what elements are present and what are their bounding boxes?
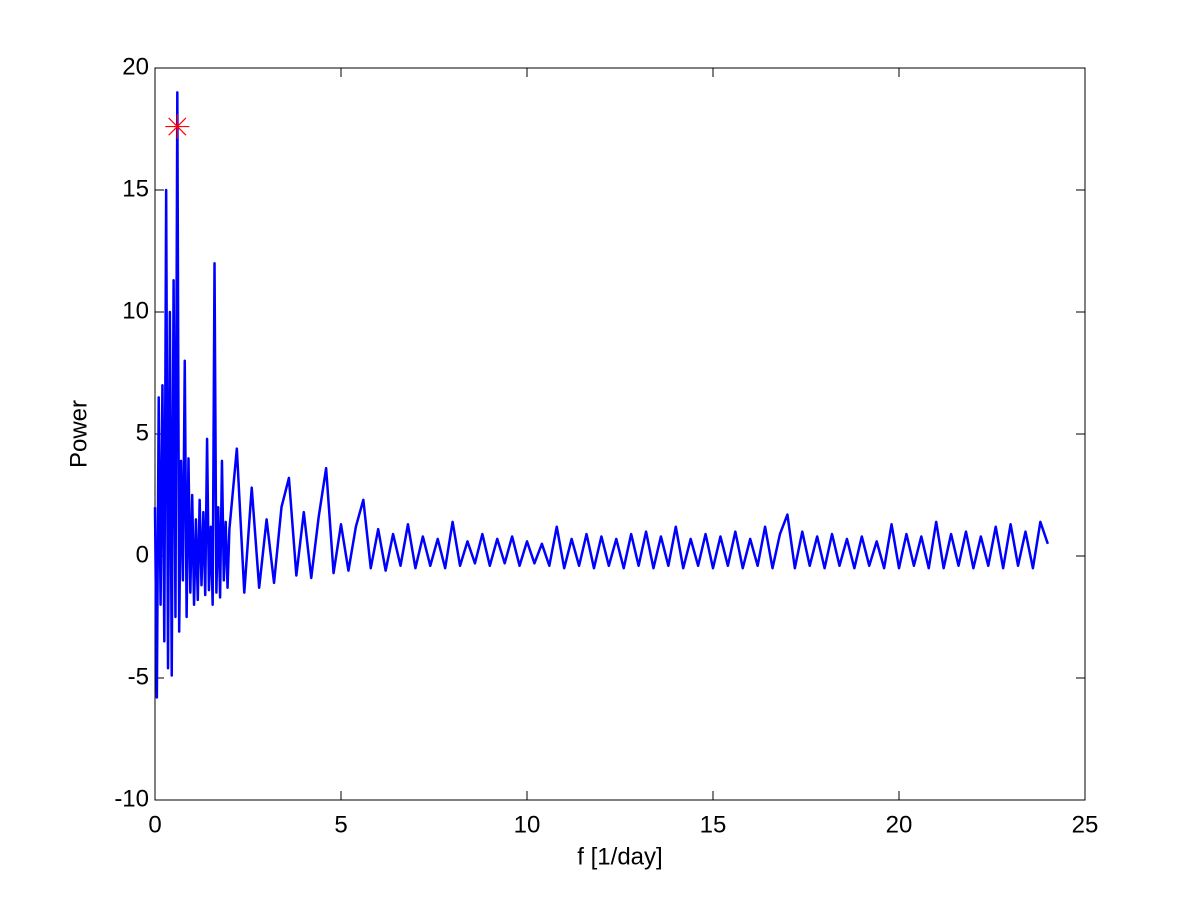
y-tick-label: 15 (122, 175, 149, 202)
y-tick-label: 5 (136, 419, 149, 446)
x-tick-label: 25 (1072, 811, 1099, 838)
y-tick-label: 0 (136, 541, 149, 568)
y-tick-label: -10 (114, 785, 149, 812)
x-tick-label: 0 (148, 811, 161, 838)
y-tick-label: -5 (128, 663, 149, 690)
x-axis-label: f [1/day] (577, 843, 662, 870)
x-tick-label: 15 (700, 811, 727, 838)
y-axis-label: Power (65, 400, 92, 468)
x-tick-label: 5 (334, 811, 347, 838)
y-tick-label: 10 (122, 297, 149, 324)
x-tick-label: 20 (886, 811, 913, 838)
data-line (153, 91, 1049, 699)
peak-marker (165, 114, 190, 139)
x-tick-label: 10 (514, 811, 541, 838)
plot-frame (154, 67, 1086, 801)
peak-marker-stroke (168, 117, 187, 136)
y-tick-label: 20 (122, 53, 149, 80)
